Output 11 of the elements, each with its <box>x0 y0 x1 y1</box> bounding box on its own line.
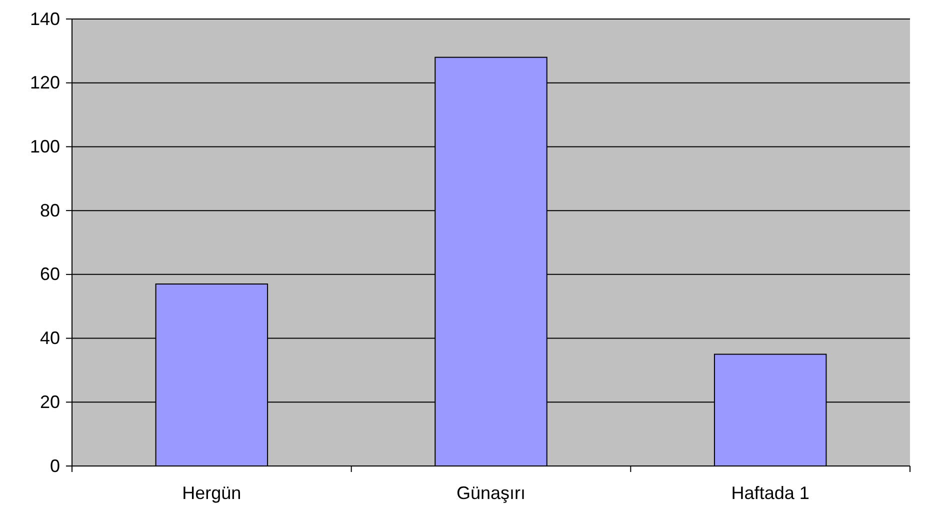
y-tick-label: 20 <box>40 392 60 412</box>
x-tick-label: Hergün <box>182 482 242 503</box>
y-tick-label: 80 <box>40 200 60 220</box>
y-tick-label: 140 <box>30 8 60 29</box>
y-tick-label: 40 <box>40 328 60 348</box>
x-tick-label: Haftada 1 <box>731 482 810 503</box>
y-tick-label: 100 <box>30 136 60 156</box>
y-tick-label: 120 <box>30 72 60 93</box>
x-tick-label: Günaşırı <box>456 482 526 503</box>
y-tick-label: 60 <box>40 264 60 284</box>
y-tick-label: 0 <box>50 456 60 476</box>
